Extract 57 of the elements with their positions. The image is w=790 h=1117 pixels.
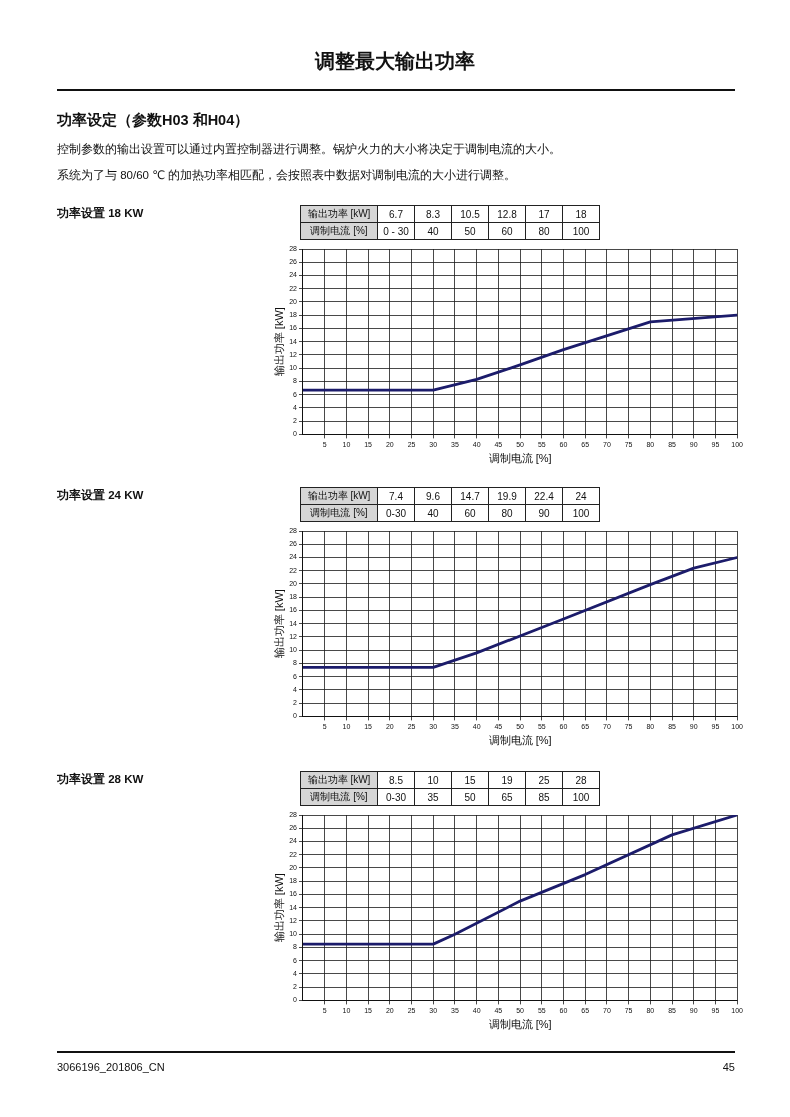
- text: 8.3: [414, 205, 452, 223]
- text: 调制电流 [%]: [300, 788, 378, 806]
- text: 控制参数的输出设置可以通过内置控制器进行调整。锅炉火力的大小将决定于调制电流的大小。: [57, 142, 561, 157]
- text: 9.6: [414, 487, 452, 505]
- text: 10.5: [451, 205, 489, 223]
- text: 功率设置 18 KW: [57, 206, 144, 221]
- text: 100: [562, 788, 600, 806]
- text: 3066196_201806_CN: [57, 1061, 165, 1073]
- text: 15: [451, 771, 489, 789]
- text: 输出功率 [kW]: [300, 487, 378, 505]
- text: 50: [451, 788, 489, 806]
- text: 0-30: [377, 788, 415, 806]
- text: 45: [722, 1061, 735, 1073]
- text: 输出功率 [kW]: [300, 205, 378, 223]
- text: 22.4: [525, 487, 563, 505]
- text: 功率设置 24 KW: [57, 488, 144, 503]
- text: 0-30: [377, 504, 415, 522]
- text: 系统为了与 80/60 ℃ 的加热功率相匹配，会按照表中数据对调制电流的大小进行调整。: [57, 168, 517, 183]
- text: 28: [562, 771, 600, 789]
- text: 100: [562, 222, 600, 240]
- text: 60: [488, 222, 526, 240]
- text: 功率设置 28 KW: [57, 772, 144, 787]
- text: 14.7: [451, 487, 489, 505]
- text: 65: [488, 788, 526, 806]
- text: 调制电流 [%]: [300, 222, 378, 240]
- text: 18: [562, 205, 600, 223]
- text: 24: [562, 487, 600, 505]
- text: 85: [525, 788, 563, 806]
- text: 功率设定（参数H03 和H04）: [57, 111, 250, 130]
- text: 输出功率 [kW]: [300, 771, 378, 789]
- text: 60: [451, 504, 489, 522]
- x-axis-title: 调制电流 [%]: [488, 452, 552, 465]
- text: 25: [525, 771, 563, 789]
- x-axis-title: 调制电流 [%]: [488, 1018, 552, 1031]
- text: 10: [414, 771, 452, 789]
- text: 35: [414, 788, 452, 806]
- text: 80: [488, 504, 526, 522]
- text: 40: [414, 222, 452, 240]
- text: 7.4: [377, 487, 415, 505]
- text: 8.5: [377, 771, 415, 789]
- text: 调制电流 [%]: [300, 504, 378, 522]
- text: 6.7: [377, 205, 415, 223]
- y-axis-title: 输出功率 [kW]: [272, 873, 285, 943]
- text: 17: [525, 205, 563, 223]
- text: 50: [451, 222, 489, 240]
- text: 0 - 30: [377, 222, 415, 240]
- text: 40: [414, 504, 452, 522]
- text: 调整最大输出功率: [313, 49, 476, 74]
- y-axis-title: 输出功率 [kW]: [272, 589, 285, 659]
- text: 19.9: [488, 487, 526, 505]
- text: 19: [488, 771, 526, 789]
- text: 12.8: [488, 205, 526, 223]
- y-axis-title: 输出功率 [kW]: [272, 307, 285, 377]
- text: 90: [525, 504, 563, 522]
- x-axis-title: 调制电流 [%]: [488, 734, 552, 747]
- text: 80: [525, 222, 563, 240]
- text: 100: [562, 504, 600, 522]
